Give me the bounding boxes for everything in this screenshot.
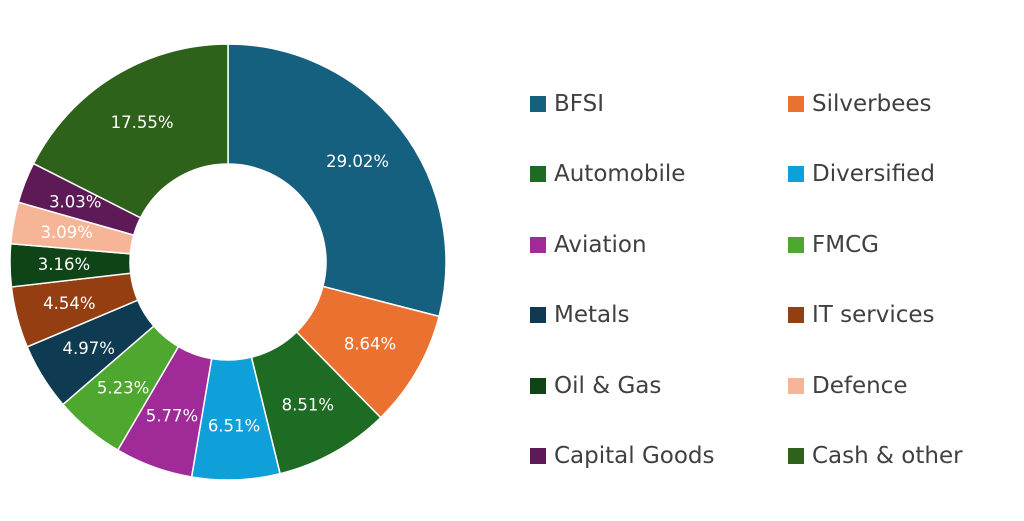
legend: BFSI Silverbees Automobile Diversified Aviat…	[530, 84, 1000, 506]
legend-item-automobile: Automobile	[530, 154, 788, 194]
legend-item-diversified: Diversified	[788, 154, 1000, 194]
data-label-silverbees: 8.64%	[344, 335, 396, 354]
legend-item-oil-and-gas: Oil & Gas	[530, 366, 788, 406]
donut-slices	[9, 43, 447, 481]
legend-swatch	[788, 447, 804, 464]
legend-item-fmcg: FMCG	[788, 225, 1000, 265]
legend-label: FMCG	[812, 231, 879, 258]
legend-label: Silverbees	[812, 91, 932, 117]
legend-label: Cash & other	[812, 442, 963, 469]
legend-label: IT services	[812, 302, 935, 329]
data-label-diversified: 6.51%	[208, 416, 260, 435]
legend-label: BFSI	[554, 91, 604, 117]
legend-swatch	[788, 377, 804, 394]
legend-label: Capital Goods	[554, 442, 715, 469]
legend-label: Oil & Gas	[554, 372, 662, 399]
data-label-bfsi: 29.02%	[326, 152, 389, 171]
legend-label: Metals	[554, 302, 630, 329]
legend-swatch	[530, 447, 546, 464]
data-label-aviation: 5.77%	[146, 407, 198, 426]
legend-label: Automobile	[554, 161, 686, 188]
legend-swatch	[788, 236, 804, 253]
legend-swatch	[788, 307, 804, 324]
data-label-fmcg: 5.23%	[97, 379, 149, 398]
legend-swatch	[788, 96, 804, 112]
legend-item-it-services: IT services	[788, 295, 1000, 335]
legend-item-silverbees: Silverbees	[788, 84, 1000, 124]
legend-swatch	[530, 96, 546, 112]
legend-item-metals: Metals	[530, 295, 788, 335]
legend-label: Defence	[812, 372, 908, 399]
legend-item-capital-goods: Capital Goods	[530, 436, 788, 476]
data-label-defence: 3.09%	[40, 223, 92, 242]
legend-item-defence: Defence	[788, 366, 1000, 406]
data-label-oil-and-gas: 3.16%	[38, 255, 90, 274]
legend-label: Diversified	[812, 161, 935, 188]
legend-swatch	[530, 236, 546, 253]
data-label-automobile: 8.51%	[282, 396, 334, 415]
data-label-it-services: 4.54%	[43, 294, 95, 313]
legend-item-bfsi: BFSI	[530, 84, 788, 124]
legend-swatch	[530, 307, 546, 324]
slice-bfsi	[227, 43, 447, 318]
donut-labels: 29.02% 8.64% 8.51% 6.51% 5.77% 5.23% 4.97% 4.54…	[38, 113, 396, 436]
slice-cash-and-other	[32, 43, 229, 219]
legend-swatch	[530, 166, 546, 183]
data-label-cash-and-other: 17.55%	[111, 113, 174, 132]
data-label-metals: 4.97%	[62, 339, 114, 358]
legend-swatch	[530, 377, 546, 394]
donut-chart: 29.02% 8.64% 8.51% 6.51% 5.77% 5.23% 4.97% 4.54…	[9, 43, 447, 481]
legend-item-aviation: Aviation	[530, 225, 788, 265]
legend-label: Aviation	[554, 231, 647, 258]
legend-item-cash-and-other: Cash & other	[788, 436, 1000, 476]
legend-swatch	[788, 166, 804, 183]
data-label-capital-goods: 3.03%	[49, 193, 101, 212]
